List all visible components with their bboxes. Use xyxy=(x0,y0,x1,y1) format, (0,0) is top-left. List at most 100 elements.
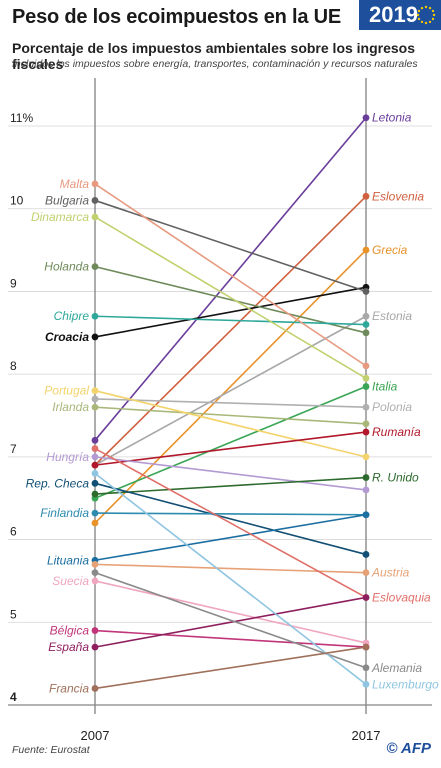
series-label-Croacia: Croacia xyxy=(45,330,89,344)
series-label-Irlanda: Irlanda xyxy=(52,400,89,414)
point-2007-Luxemburgo xyxy=(91,470,99,477)
point-2007-Malta xyxy=(91,180,99,188)
series-line-Malta xyxy=(94,183,367,367)
point-2017-Hungría xyxy=(362,486,370,494)
series-label-Rumanía: Rumanía xyxy=(372,425,421,439)
series-label-Lituania: Lituania xyxy=(47,553,89,567)
point-2017-Eslovenia xyxy=(362,192,370,200)
point-2017-Luxemburgo xyxy=(362,680,370,688)
series-line-Portugal xyxy=(94,389,367,458)
series-label-Malta: Malta xyxy=(60,177,90,191)
series-line-Irlanda xyxy=(94,406,367,425)
point-2017-Chipre xyxy=(362,321,370,328)
series-label-Eslovaquia: Eslovaquia xyxy=(372,590,431,604)
point-2017-Malta xyxy=(362,362,370,370)
point-2017-Holanda xyxy=(362,329,370,337)
series-line-Alemania xyxy=(94,571,367,669)
point-2017-Letonia xyxy=(362,114,370,122)
point-2007-Rumanía xyxy=(91,461,99,469)
y-tick-label: 8 xyxy=(10,359,17,373)
series-label-Holanda: Holanda xyxy=(44,260,89,274)
point-2017-Austria xyxy=(362,569,370,577)
series-line-Dinamarca xyxy=(94,216,367,379)
series-label-Dinamarca: Dinamarca xyxy=(31,210,89,224)
point-2007-R. Unido xyxy=(91,490,99,498)
point-2017-Irlanda xyxy=(362,420,370,428)
series-label-Estonia: Estonia xyxy=(372,309,412,323)
point-2017-España xyxy=(362,594,370,601)
point-2007-Finlandia xyxy=(91,509,99,517)
y-tick-label: 9 xyxy=(10,276,17,290)
point-2007-Polonia xyxy=(91,395,99,403)
point-2007-Croacia xyxy=(91,333,99,341)
series-line-Letonia xyxy=(94,117,367,441)
series-label-Hungría: Hungría xyxy=(46,450,89,464)
series-label-Suecia: Suecia xyxy=(52,574,89,588)
y-tick-label: 11% xyxy=(10,111,33,125)
chart-title: Peso de los ecoimpuestos en la UE xyxy=(12,6,342,28)
point-2007-Letonia xyxy=(91,436,99,444)
afp-logo: © AFP xyxy=(386,740,431,757)
series-label-Letonia: Letonia xyxy=(372,111,412,125)
series-label-Bulgaria: Bulgaria xyxy=(45,193,89,207)
series-line-Hungría xyxy=(94,456,367,491)
series-label-Francia: Francia xyxy=(49,681,89,695)
series-label-Chipre: Chipre xyxy=(54,309,90,323)
y-tick-label: 5 xyxy=(10,607,17,621)
chart-subtitle: Porcentaje de los impuestos ambientales … xyxy=(12,40,416,72)
series-label-España: España xyxy=(48,640,89,654)
point-2017-Portugal xyxy=(362,453,370,461)
eu-stars-icon xyxy=(416,5,436,25)
series-line-Francia xyxy=(94,646,367,690)
series-line-Croacia xyxy=(94,286,367,338)
point-2017-Bulgaria xyxy=(362,288,370,295)
point-2007-España xyxy=(91,643,99,651)
series-label-Portugal: Portugal xyxy=(44,384,89,398)
series-label-Austria: Austria xyxy=(371,566,410,580)
point-2017-Lituania xyxy=(362,511,370,519)
series-line-Austria xyxy=(94,563,367,574)
point-2017-Polonia xyxy=(362,403,370,411)
point-2007-Austria xyxy=(91,560,99,568)
x-tick-label: 2007 xyxy=(81,728,110,743)
y-tick-label: 6 xyxy=(10,525,17,539)
point-2017-Italia xyxy=(362,383,370,390)
series-line-Rep. Checa xyxy=(94,482,367,556)
point-2017-Alemania xyxy=(362,664,370,672)
series-label-Italia: Italia xyxy=(372,380,398,394)
point-2007-Bélgica xyxy=(91,627,99,634)
point-2007-Dinamarca xyxy=(91,213,99,221)
y-tick-label: 4 xyxy=(10,690,17,704)
series-label-Luxemburgo: Luxemburgo xyxy=(372,677,439,691)
series-line-Lituania xyxy=(94,513,367,562)
point-2017-Rumanía xyxy=(362,428,370,436)
series-line-Estonia xyxy=(94,315,367,466)
series-label-Grecia: Grecia xyxy=(372,243,408,257)
point-2007-Eslovaquia xyxy=(91,445,99,452)
point-2007-Hungría xyxy=(91,453,99,461)
series-line-Holanda xyxy=(94,265,367,334)
series-line-Eslovenia xyxy=(94,195,367,466)
point-2007-Grecia xyxy=(91,519,99,527)
source-note: Fuente: Eurostat xyxy=(12,744,90,756)
year-badge: 2019 xyxy=(359,0,441,30)
point-2017-Estonia xyxy=(362,312,370,320)
point-2007-Portugal xyxy=(91,387,99,395)
point-2017-R. Unido xyxy=(362,474,370,481)
series-label-Bélgica: Bélgica xyxy=(50,624,90,638)
series-label-Alemania: Alemania xyxy=(371,661,422,675)
series-label-R. Unido: R. Unido xyxy=(372,471,419,485)
series-line-Polonia xyxy=(94,398,367,409)
point-2007-Suecia xyxy=(91,577,99,585)
series-label-Rep. Checa: Rep. Checa xyxy=(26,476,90,490)
series-line-Bélgica xyxy=(94,629,367,648)
series-label-Finlandia: Finlandia xyxy=(40,506,89,520)
x-tick-label: 2017 xyxy=(352,728,381,743)
point-2017-Francia xyxy=(362,643,370,651)
series-line-España xyxy=(94,596,367,648)
y-tick-label: 10 xyxy=(10,194,24,208)
point-2007-Chipre xyxy=(91,312,99,320)
point-2007-Rep. Checa xyxy=(91,479,99,487)
point-2007-Francia xyxy=(91,685,99,692)
point-2007-Holanda xyxy=(91,263,99,271)
